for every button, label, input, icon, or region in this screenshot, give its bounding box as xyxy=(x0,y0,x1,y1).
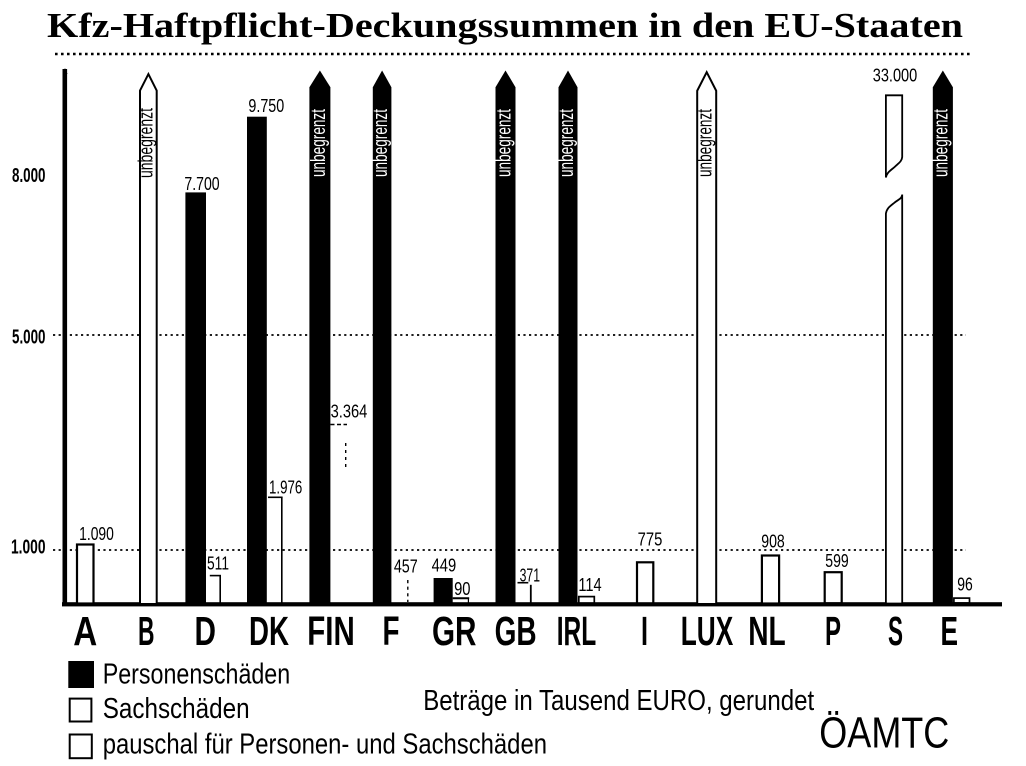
svg-text:E: E xyxy=(940,608,958,654)
svg-text:F: F xyxy=(383,608,400,654)
svg-text:1.976: 1.976 xyxy=(269,477,302,498)
svg-text:GR: GR xyxy=(432,608,477,654)
svg-text:P: P xyxy=(825,608,841,654)
svg-text:S: S xyxy=(888,608,903,654)
svg-text:7.700: 7.700 xyxy=(184,173,219,194)
svg-text:A: A xyxy=(73,608,97,654)
svg-text:511: 511 xyxy=(207,553,229,574)
svg-text:unbegrenzt: unbegrenzt xyxy=(695,109,717,177)
svg-text:B: B xyxy=(138,608,155,654)
svg-text:90: 90 xyxy=(454,578,470,599)
svg-text:1.000: 1.000 xyxy=(11,537,46,559)
svg-text:908: 908 xyxy=(761,531,785,552)
svg-text:ÖAMTC: ÖAMTC xyxy=(819,710,949,758)
svg-text:8.000: 8.000 xyxy=(12,165,46,187)
svg-text:5.000: 5.000 xyxy=(12,327,46,349)
svg-text:I: I xyxy=(641,608,648,654)
svg-text:unbegrenzt: unbegrenzt xyxy=(556,109,578,177)
svg-text:Beträge in Tausend EURO, gerun: Beträge in Tausend EURO, gerundet xyxy=(423,685,814,717)
svg-text:599: 599 xyxy=(825,550,848,571)
svg-text:unbegrenzt: unbegrenzt xyxy=(931,109,953,177)
svg-text:371: 371 xyxy=(520,565,540,586)
svg-text:457: 457 xyxy=(394,556,418,577)
svg-text:D: D xyxy=(195,608,217,654)
svg-text:DK: DK xyxy=(249,608,289,654)
svg-text:3.364: 3.364 xyxy=(331,401,368,422)
svg-text:775: 775 xyxy=(638,529,663,550)
svg-text:9.750: 9.750 xyxy=(248,95,284,116)
svg-text:114: 114 xyxy=(578,574,601,595)
svg-text:unbegrenzt: unbegrenzt xyxy=(370,109,392,177)
svg-text:Kfz-Haftpflicht-Deckungssummen: Kfz-Haftpflicht-Deckungssummen in den EU… xyxy=(47,7,963,45)
svg-text:449: 449 xyxy=(432,555,457,576)
svg-text:GB: GB xyxy=(495,608,537,654)
svg-text:unbegrenzt: unbegrenzt xyxy=(308,109,330,177)
svg-text:NL: NL xyxy=(748,608,786,654)
svg-text:LUX: LUX xyxy=(681,608,734,654)
svg-text:IRL: IRL xyxy=(557,608,597,654)
svg-text:Personenschäden: Personenschäden xyxy=(103,659,291,691)
svg-text:unbegrenzt: unbegrenzt xyxy=(493,109,515,177)
svg-text:33.000: 33.000 xyxy=(873,65,918,86)
svg-text:Sachschäden: Sachschäden xyxy=(103,693,250,725)
svg-text:1.090: 1.090 xyxy=(79,523,114,544)
svg-text:FIN: FIN xyxy=(307,608,355,654)
svg-text:unbegrenzt: unbegrenzt xyxy=(136,108,158,178)
svg-text:96: 96 xyxy=(957,574,973,595)
svg-text:pauschal für Personen- und Sac: pauschal für Personen- und Sachschäden xyxy=(103,729,547,761)
